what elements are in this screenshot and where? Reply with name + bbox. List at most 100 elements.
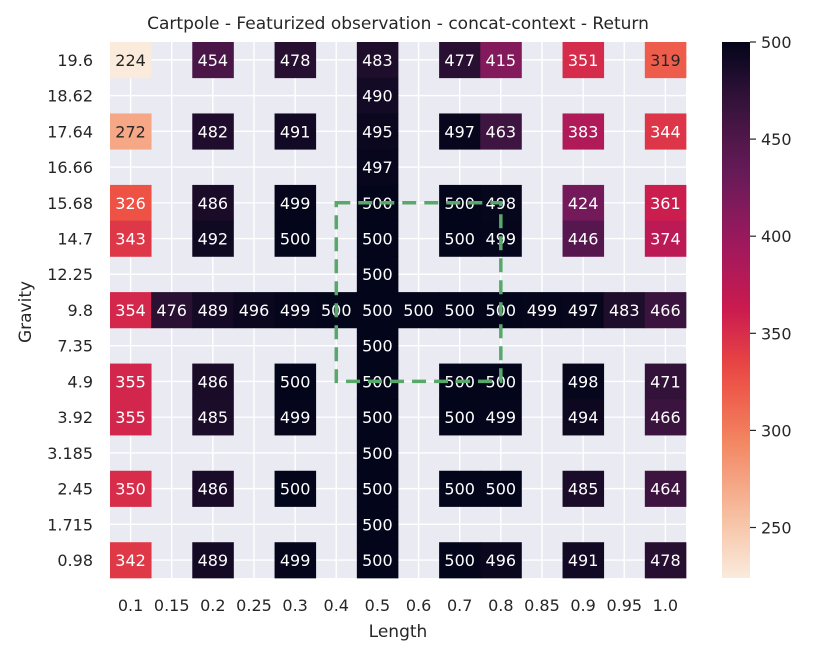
y-tick-label: 19.6 xyxy=(57,51,93,70)
x-tick-label: 1.0 xyxy=(653,596,678,615)
heatmap-cell xyxy=(110,542,152,579)
heatmap-cell xyxy=(110,113,152,150)
cell-value-label: 500 xyxy=(362,301,393,320)
cell-value-label: 319 xyxy=(650,51,681,70)
heatmap-cell xyxy=(192,292,234,329)
heatmap-cell xyxy=(562,220,605,257)
cell-value-label: 350 xyxy=(115,480,146,499)
heatmap-cell xyxy=(562,292,605,329)
training-region-box xyxy=(334,201,503,384)
heatmap-cell xyxy=(274,470,317,507)
colorbar-tick-label: 500 xyxy=(761,33,792,52)
heatmap-cell xyxy=(480,113,522,150)
cell-value-label: 478 xyxy=(650,551,681,570)
cell-value-label: 354 xyxy=(115,301,146,320)
colorbar-tick-label: 400 xyxy=(761,227,792,246)
colorbar-tick-label: 450 xyxy=(761,130,792,149)
cell-value-label: 499 xyxy=(527,301,558,320)
heatmap-cell xyxy=(480,399,522,436)
cell-value-label: 482 xyxy=(198,122,229,141)
x-tick-label: 0.4 xyxy=(324,596,349,615)
y-tick-label: 3.185 xyxy=(47,444,93,463)
cell-value-label: 383 xyxy=(568,122,599,141)
cell-value-label: 500 xyxy=(403,301,434,320)
cell-value-label: 466 xyxy=(650,301,681,320)
heatmap-cell xyxy=(110,292,152,329)
cell-value-label: 483 xyxy=(362,51,393,70)
x-tick-label: 0.8 xyxy=(488,596,513,615)
heatmap-cell xyxy=(439,42,481,79)
heatmap-cell xyxy=(439,542,481,579)
y-tick-label: 18.62 xyxy=(47,87,93,106)
heatmap-cell xyxy=(562,399,605,436)
cell-value-label: 489 xyxy=(198,301,229,320)
cell-value-label: 491 xyxy=(568,551,599,570)
x-tick-label: 0.5 xyxy=(365,596,390,615)
colorbar xyxy=(722,42,750,578)
cell-value-label: 499 xyxy=(280,194,311,213)
cell-value-label: 495 xyxy=(362,122,393,141)
cell-value-label: 500 xyxy=(280,480,311,499)
heatmap-cell xyxy=(356,327,399,364)
heatmap-cell xyxy=(110,184,152,222)
heatmap-cell xyxy=(192,542,234,579)
y-tick-label: 1.715 xyxy=(47,515,93,534)
heatmap-cell xyxy=(192,470,234,507)
heatmap-cell xyxy=(110,42,152,79)
cell-value-label: 471 xyxy=(650,372,681,391)
cell-value-label: 500 xyxy=(486,480,517,499)
heatmap-cell xyxy=(192,363,234,400)
cell-value-label: 476 xyxy=(156,301,187,320)
cell-value-label: 500 xyxy=(362,444,393,463)
heatmap-cell xyxy=(192,399,234,436)
x-tick-label: 0.3 xyxy=(282,596,307,615)
cell-value-label: 486 xyxy=(198,194,229,213)
heatmap-cell xyxy=(110,470,152,507)
colorbar-ticks: 250 300 350 400 450 500 xyxy=(750,33,792,538)
y-tick-labels: 19.6 18.62 17.64 16.66 15.68 14.7 12.25 9.8 7.35… xyxy=(47,51,93,570)
heatmap-cell xyxy=(644,292,687,329)
heatmap-cell xyxy=(356,435,399,472)
heatmap-cell xyxy=(480,42,522,79)
heatmap-cell xyxy=(151,292,193,329)
x-tick-label: 0.25 xyxy=(236,596,272,615)
heatmap-cell xyxy=(274,113,317,150)
heatmap-cell xyxy=(439,220,481,257)
heatmap-cell xyxy=(439,399,481,436)
cell-value-label: 500 xyxy=(362,194,393,213)
heatmap-cell xyxy=(356,399,399,436)
x-tick-label: 0.85 xyxy=(524,596,560,615)
heatmap-cell xyxy=(356,506,399,543)
cell-value-label: 374 xyxy=(650,230,681,249)
heatmap-cell xyxy=(439,470,481,507)
cell-value-label: 500 xyxy=(362,408,393,427)
cell-value-label: 491 xyxy=(280,122,311,141)
cell-value-label: 351 xyxy=(568,51,599,70)
y-tick-label: 16.66 xyxy=(47,158,93,177)
cell-value-label: 355 xyxy=(115,408,146,427)
cell-value-label: 224 xyxy=(115,51,146,70)
cell-value-label: 424 xyxy=(568,194,599,213)
y-tick-label: 15.68 xyxy=(47,194,93,213)
cell-value-label: 326 xyxy=(115,194,146,213)
cell-value-label: 446 xyxy=(568,230,599,249)
heatmap-cell xyxy=(644,220,687,257)
cell-value-label: 497 xyxy=(362,158,393,177)
cell-value-label: 485 xyxy=(568,480,599,499)
x-axis-label: Length xyxy=(369,622,428,642)
heatmap-cell xyxy=(356,42,399,79)
heatmap-cell xyxy=(562,542,605,579)
heatmap-cell xyxy=(192,113,234,150)
heatmap-cell xyxy=(356,292,399,329)
cell-value-label: 500 xyxy=(362,265,393,284)
cell-value-label: 496 xyxy=(239,301,270,320)
heatmap-cell xyxy=(439,292,481,329)
chart-title: Cartpole - Featurized observation - conc… xyxy=(147,14,649,34)
y-axis-label: Gravity xyxy=(16,281,36,343)
colorbar-tick-label: 350 xyxy=(761,324,792,343)
cell-value-label: 500 xyxy=(362,230,393,249)
heatmap-cell xyxy=(562,363,605,400)
cell-value-label: 344 xyxy=(650,122,681,141)
cell-value-label: 499 xyxy=(280,408,311,427)
heatmap-cell xyxy=(274,184,317,222)
